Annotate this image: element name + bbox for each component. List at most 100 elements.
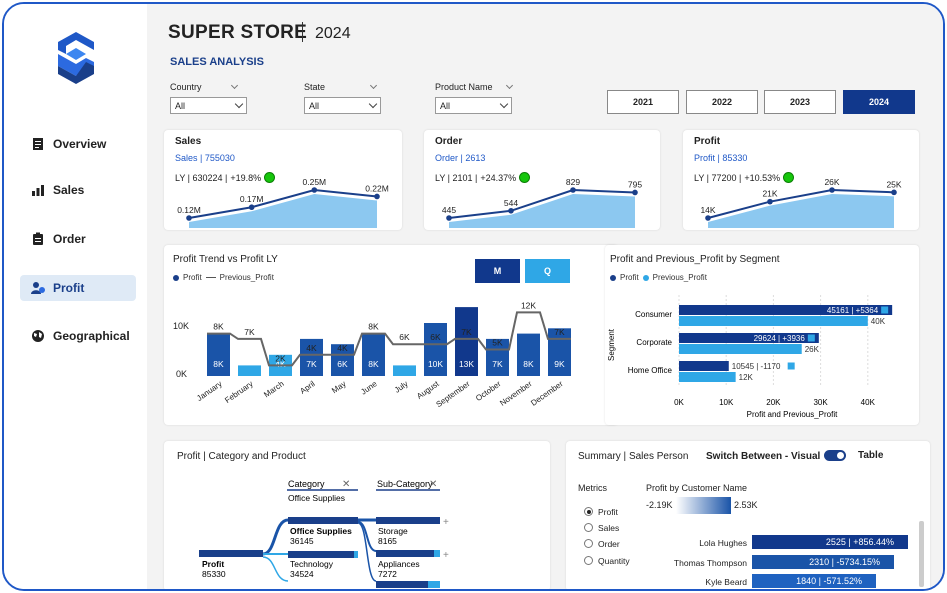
- trend-bar[interactable]: [424, 323, 447, 376]
- year-button-2024[interactable]: 2024: [843, 90, 915, 114]
- sparkline-area: [189, 194, 377, 228]
- visual-table-toggle[interactable]: [824, 450, 846, 461]
- chevron-down-icon: [234, 99, 244, 109]
- status-dot-icon: [519, 172, 531, 183]
- document-icon: [33, 138, 43, 150]
- tree-bar[interactable]: [376, 581, 428, 588]
- previous-profit-bar[interactable]: [679, 344, 802, 354]
- bar-value-label: 10K: [428, 359, 443, 369]
- tree-bar[interactable]: [288, 517, 358, 524]
- range-min: -2.19K: [646, 500, 673, 510]
- kpi-title: Order: [435, 136, 463, 147]
- info-icon[interactable]: [807, 334, 815, 342]
- sparkline-label: 25K: [886, 179, 901, 189]
- prev-profit-label: 5K: [492, 338, 503, 348]
- trend-bar[interactable]: [362, 333, 385, 376]
- kpi-change: +19.8%: [230, 172, 262, 183]
- close-icon[interactable]: ✕: [342, 479, 350, 490]
- trend-bar[interactable]: [455, 307, 478, 376]
- tree-node-label: Storage: [378, 526, 408, 536]
- sparkline-label: 0.22M: [365, 183, 389, 193]
- tree-bar[interactable]: [376, 550, 434, 557]
- prev-profit-label: 12K: [521, 300, 536, 310]
- sparkline-line: [448, 188, 636, 219]
- nav-item-geographical[interactable]: Geographical: [20, 323, 136, 349]
- dropdown-value: All: [175, 101, 186, 111]
- sparkline-point: [891, 189, 897, 196]
- trend-bar[interactable]: [207, 333, 230, 376]
- tree-bar[interactable]: [288, 551, 354, 558]
- person-bar[interactable]: 2310 | -5734.15%: [752, 555, 894, 569]
- scrollbar[interactable]: [919, 521, 924, 587]
- segment-chart: Segment Profit and Previous_Profit 0K 10K…: [607, 295, 893, 419]
- tree-node-label: Profit: [202, 559, 224, 569]
- year-button-2021[interactable]: 2021: [607, 90, 679, 114]
- year-button-2023[interactable]: 2023: [764, 90, 836, 114]
- country-dropdown[interactable]: All: [170, 97, 247, 114]
- x-tick-label: September: [434, 379, 471, 409]
- prev-profit-label: 7K: [244, 327, 255, 337]
- close-icon[interactable]: ✕: [429, 479, 437, 490]
- tree-node-label: Technology: [290, 559, 334, 569]
- x-axis-title: Profit and Previous_Profit: [747, 410, 838, 419]
- person-bar[interactable]: 1840 | -571.52%: [752, 574, 876, 588]
- quarter-toggle-button[interactable]: Q: [525, 259, 570, 283]
- person-value: 2525 | +856.44%: [825, 537, 894, 547]
- user-money-icon: [31, 282, 45, 294]
- page-year: 2024: [315, 25, 351, 42]
- nav-item-overview[interactable]: Overview: [20, 131, 136, 157]
- person-bar[interactable]: 2525 | +856.44%: [752, 535, 908, 549]
- state-dropdown[interactable]: All: [304, 97, 381, 114]
- year-button-2022[interactable]: 2022: [686, 90, 758, 114]
- metric-radio-order[interactable]: [584, 539, 593, 548]
- nav-item-profit[interactable]: Profit: [20, 275, 136, 301]
- kpi-ly-text: LY | 2101 |: [435, 172, 478, 183]
- profit-bar[interactable]: [679, 333, 819, 343]
- trend-bar[interactable]: [393, 365, 416, 376]
- sparkline-point: [311, 187, 318, 193]
- trend-bar[interactable]: [517, 333, 540, 376]
- month-toggle-button[interactable]: M: [475, 259, 520, 283]
- trend-bar[interactable]: [331, 344, 354, 376]
- x-tick-label: January: [195, 379, 223, 403]
- card-title: Profit | Category and Product: [177, 451, 306, 462]
- nav-item-sales[interactable]: Sales: [20, 177, 136, 203]
- tree-bar[interactable]: [199, 550, 263, 557]
- metric-radio-profit[interactable]: [584, 507, 593, 516]
- expand-icon[interactable]: +: [443, 517, 449, 528]
- profit-bar[interactable]: [679, 361, 729, 371]
- trend-bar[interactable]: [548, 328, 571, 376]
- level-header: Sub-Category: [377, 479, 433, 489]
- previous-profit-bar[interactable]: [679, 372, 736, 382]
- globe-icon: [32, 330, 44, 342]
- metric-label: Quantity: [598, 556, 630, 566]
- clipboard-icon: [33, 232, 43, 245]
- info-icon[interactable]: [881, 306, 889, 314]
- prev-profit-label: 6K: [430, 332, 441, 342]
- tree-node-value: 34524: [290, 569, 314, 579]
- sparkline-area: [708, 194, 894, 228]
- previous-profit-line: [207, 311, 571, 367]
- profit-bar[interactable]: [679, 305, 893, 315]
- trend-bar[interactable]: [300, 338, 323, 376]
- product-name-dropdown[interactable]: All: [435, 97, 512, 114]
- chevron-down-icon: [505, 81, 513, 90]
- info-icon[interactable]: [787, 362, 795, 370]
- trend-bar[interactable]: [486, 338, 509, 376]
- profit-trend-card: Profit Trend vs Profit LY Profit Previou…: [164, 245, 618, 425]
- bar-value-label: 6K: [337, 359, 348, 369]
- expand-icon[interactable]: +: [443, 550, 449, 561]
- metric-radio-quantity[interactable]: [584, 556, 593, 565]
- nav-item-order[interactable]: Order: [20, 226, 136, 252]
- x-tick-label: 30K: [813, 398, 828, 407]
- trend-bar[interactable]: [238, 365, 261, 376]
- sparkline-point: [508, 207, 514, 214]
- metric-radio-sales[interactable]: [584, 523, 593, 532]
- tree-bar[interactable]: [376, 517, 440, 524]
- prev-profit-label: 7K: [554, 327, 565, 337]
- metrics-label: Metrics: [578, 483, 607, 493]
- x-tick-label: February: [223, 379, 254, 405]
- previous-profit-bar[interactable]: [679, 316, 868, 326]
- prev-profit-label: 8K: [368, 322, 379, 332]
- prev-profit-label: 2K: [275, 353, 286, 363]
